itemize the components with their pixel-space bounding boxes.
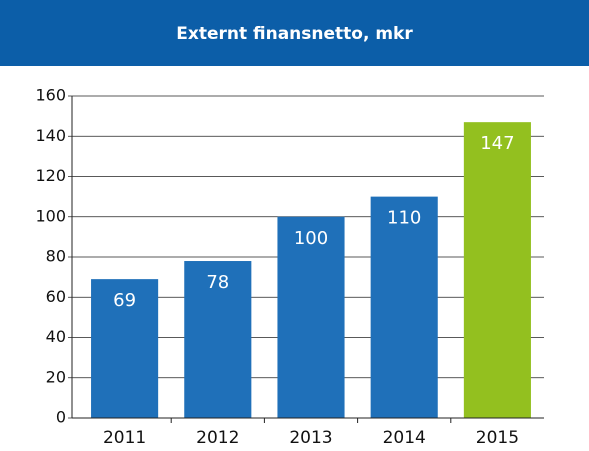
bar <box>463 122 531 418</box>
x-tick-label: 2015 <box>476 428 519 448</box>
y-tick-label: 60 <box>46 287 66 306</box>
y-tick-label: 40 <box>46 327 66 346</box>
y-tick-label: 100 <box>35 206 66 225</box>
bar <box>370 196 438 418</box>
value-label: 69 <box>113 290 136 311</box>
bar <box>91 279 159 418</box>
chart-title: Externt finansnetto, mkr <box>176 24 413 44</box>
value-label: 147 <box>480 133 514 154</box>
y-tick-label: 20 <box>46 367 66 386</box>
title-banner <box>0 0 589 66</box>
value-label: 110 <box>387 208 421 229</box>
x-tick-label: 2012 <box>196 428 239 448</box>
value-label: 78 <box>206 272 229 293</box>
y-tick-label: 160 <box>35 86 66 105</box>
y-tick-label: 140 <box>35 126 66 145</box>
x-tick-label: 2011 <box>103 428 146 448</box>
y-tick-label: 0 <box>56 408 66 427</box>
x-tick-label: 2014 <box>383 428 426 448</box>
y-tick-label: 80 <box>46 247 66 266</box>
x-tick-label: 2013 <box>289 428 332 448</box>
value-label: 100 <box>294 228 328 249</box>
bar <box>277 216 345 418</box>
y-tick-label: 120 <box>35 166 66 185</box>
bar <box>184 261 252 418</box>
